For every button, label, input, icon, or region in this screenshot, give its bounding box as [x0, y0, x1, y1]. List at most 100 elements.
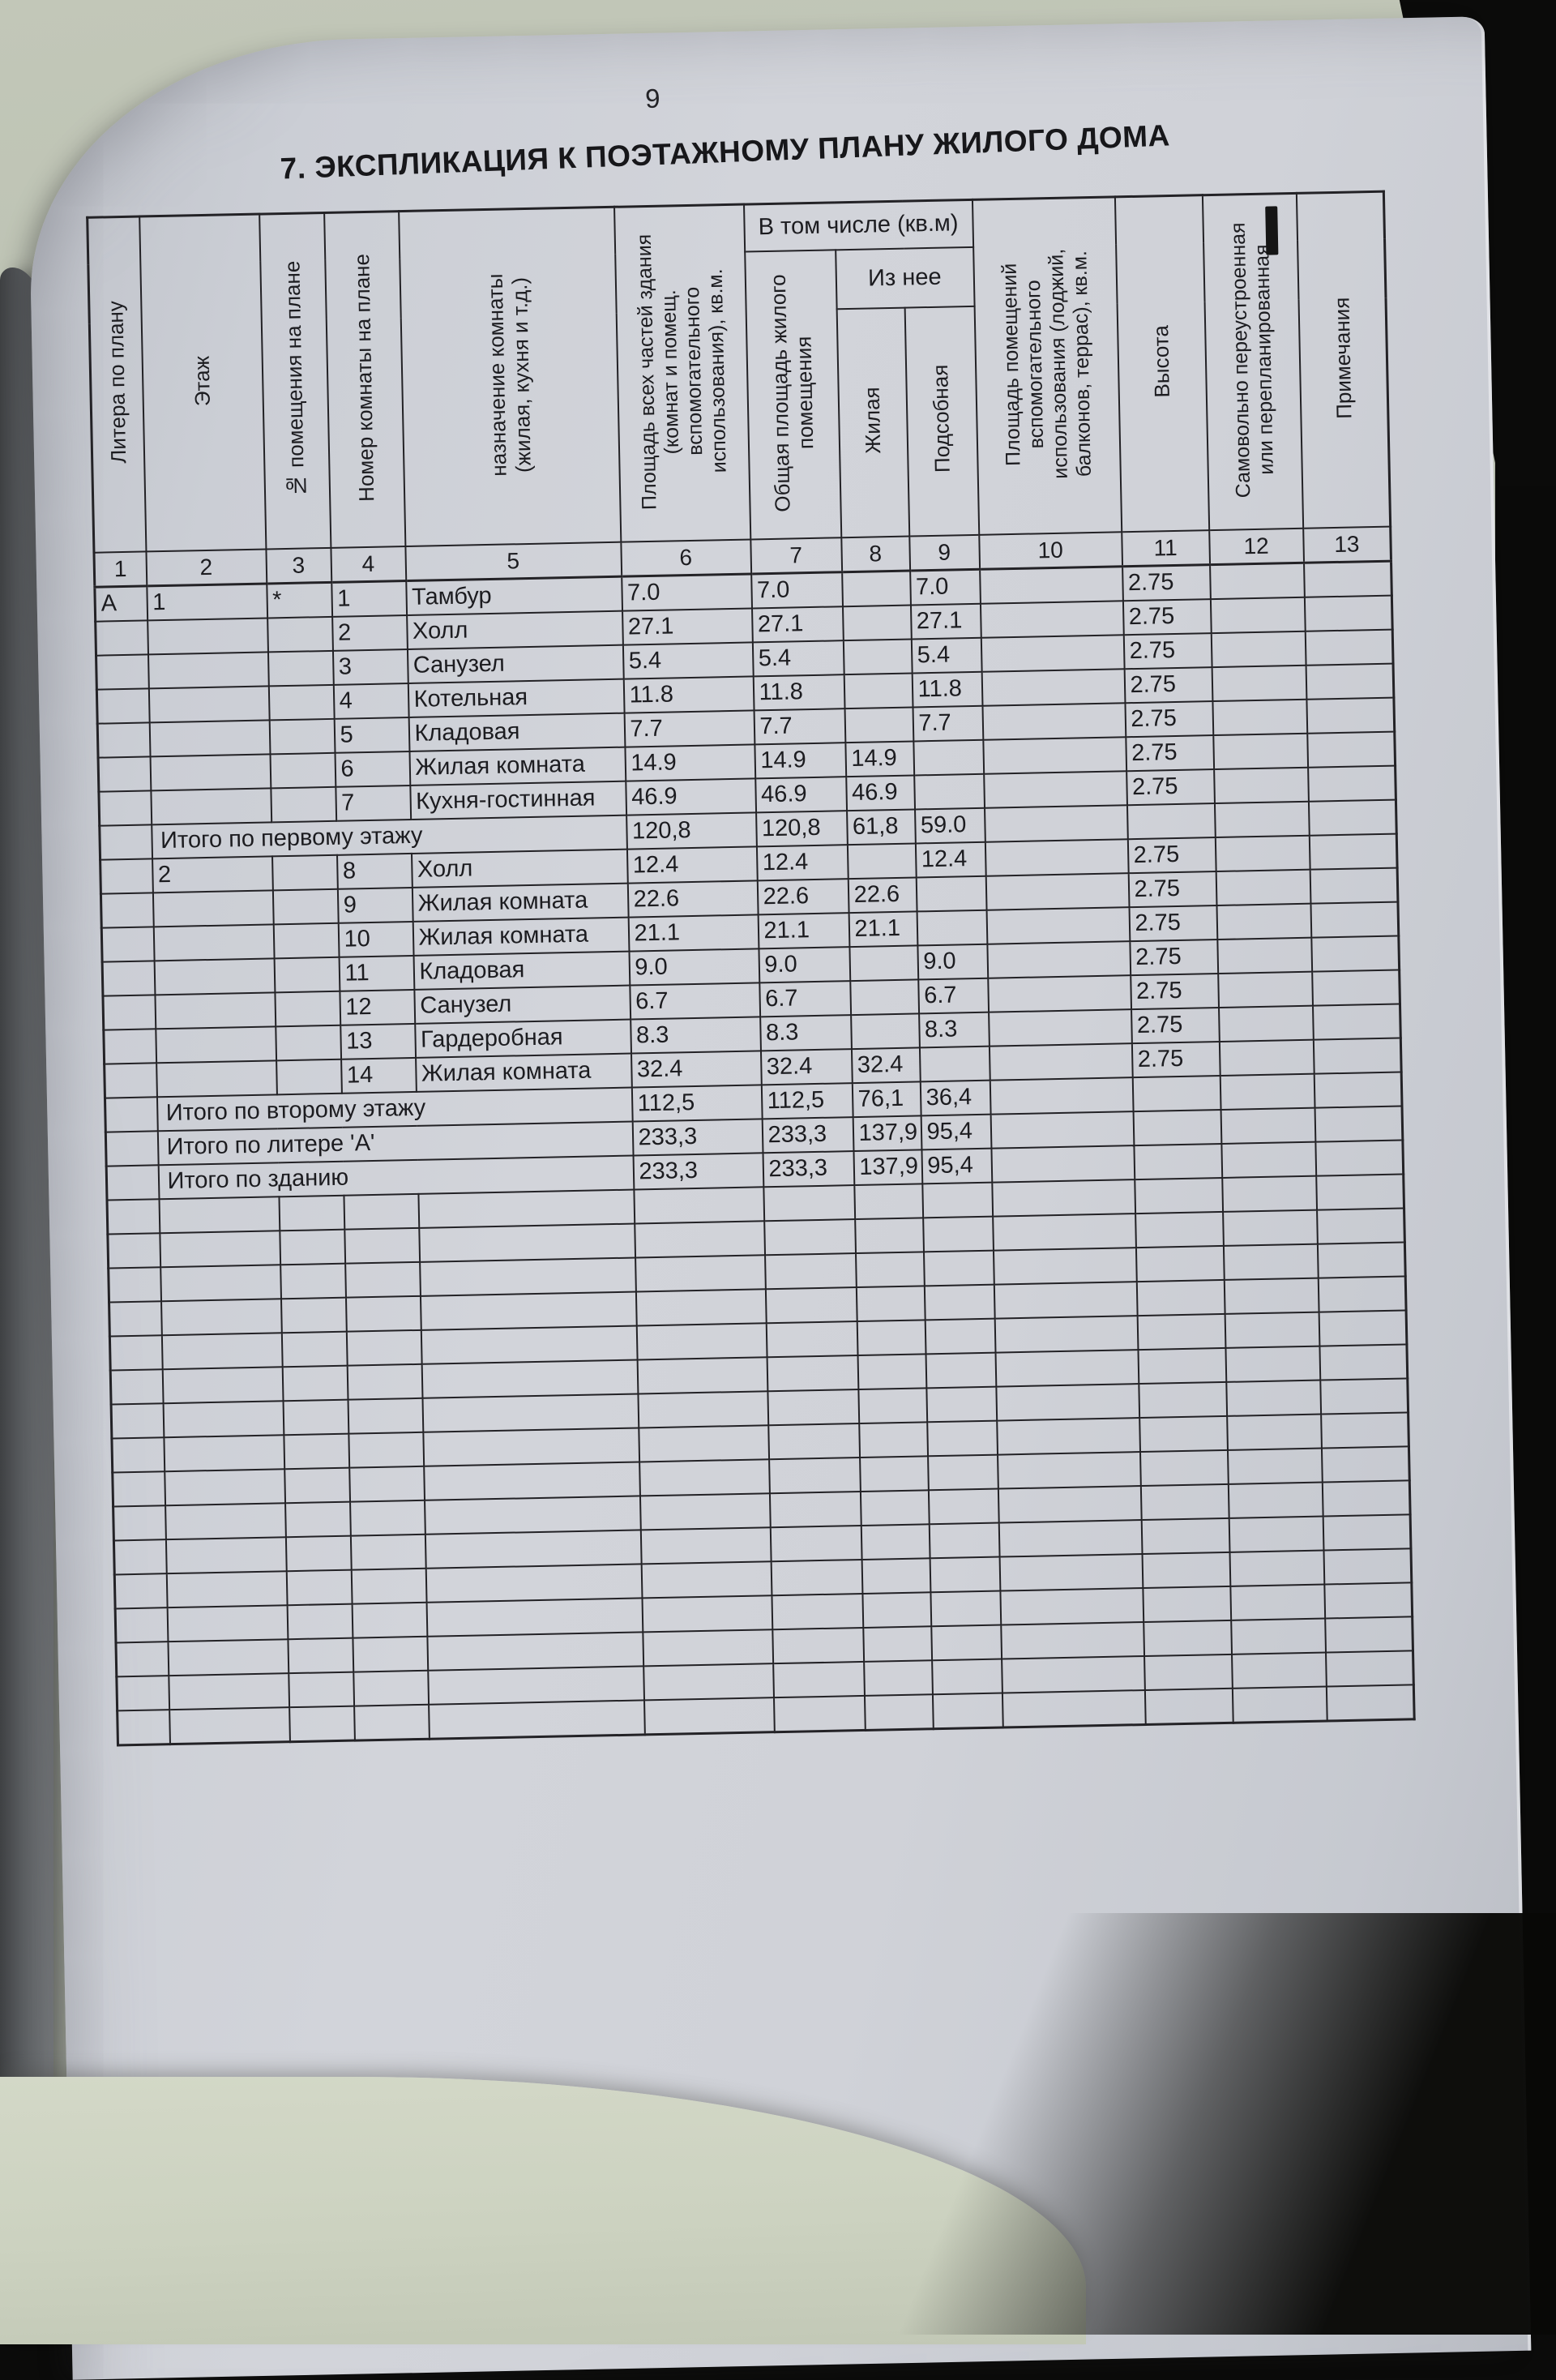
col-num: 12 — [1208, 528, 1304, 565]
cell — [154, 991, 276, 1029]
cell: * — [266, 581, 332, 618]
cell: Кухня-гостинная — [409, 781, 626, 820]
cell: 2.75 — [1127, 837, 1216, 873]
cell — [639, 1458, 770, 1496]
cell — [1209, 562, 1305, 599]
cell: Холл — [411, 849, 628, 888]
cell: 233,3 — [762, 1150, 854, 1187]
cell — [857, 1353, 926, 1389]
col-header-etazh: Этаж — [139, 214, 266, 551]
cell — [160, 1298, 282, 1335]
cell — [1319, 1309, 1407, 1346]
cell — [1316, 1207, 1405, 1244]
cell — [1320, 1411, 1409, 1449]
cell — [929, 1522, 1000, 1558]
cell — [930, 1556, 1000, 1592]
cell — [862, 1625, 932, 1662]
cell — [1314, 1105, 1403, 1142]
cell — [988, 1008, 1132, 1047]
cell — [417, 1189, 635, 1228]
cell — [1228, 1482, 1323, 1518]
cell — [276, 1059, 342, 1094]
cell — [1308, 799, 1397, 836]
cell — [1141, 1517, 1229, 1554]
cell — [1323, 1513, 1411, 1551]
cell — [116, 1675, 169, 1710]
cell: 8.3 — [759, 1014, 852, 1051]
cell: 95,4 — [921, 1114, 991, 1149]
cell: Санузел — [407, 644, 624, 683]
cell — [857, 1387, 927, 1423]
cell — [985, 838, 1129, 876]
cell: 11.8 — [912, 671, 982, 708]
cell: 233,3 — [762, 1116, 853, 1153]
cell — [278, 1195, 344, 1231]
cell — [100, 892, 154, 928]
cell — [107, 1232, 160, 1269]
cell: А — [94, 585, 147, 622]
cell: 1 — [331, 580, 407, 617]
cell: Кладовая — [413, 951, 630, 990]
cell: 1 — [146, 583, 267, 620]
cell — [996, 1417, 1140, 1455]
cell — [864, 1693, 934, 1730]
cell — [269, 718, 335, 754]
cell — [284, 1467, 350, 1503]
cell — [348, 1432, 424, 1468]
cell — [979, 566, 1123, 604]
cell — [1135, 1245, 1225, 1282]
cell — [847, 842, 917, 879]
cell — [1325, 1650, 1414, 1687]
cell — [159, 1230, 280, 1267]
cell — [268, 684, 335, 720]
cell — [269, 752, 336, 788]
cell — [117, 1709, 170, 1745]
cell — [421, 1359, 638, 1398]
cell — [281, 1331, 348, 1367]
cell — [106, 1164, 159, 1201]
page-title: 7. ЭКСПЛИКАЦИЯ К ПОЭТАЖНОМУ ПЛАНУ ЖИЛОГО… — [279, 118, 1171, 186]
cell — [343, 1193, 419, 1230]
cell — [1310, 867, 1398, 904]
cell — [994, 1281, 1138, 1319]
cell: 2.75 — [1122, 564, 1211, 601]
cell: 46.9 — [754, 776, 847, 812]
cell — [419, 1257, 636, 1296]
cell — [274, 991, 340, 1026]
cell — [1230, 1618, 1326, 1654]
cell: 2.75 — [1129, 939, 1218, 975]
col-num: 2 — [145, 548, 267, 586]
cell — [1323, 1582, 1413, 1619]
cell — [921, 1182, 993, 1218]
cell — [109, 1300, 162, 1337]
cell — [160, 1264, 281, 1301]
cell — [1216, 937, 1312, 974]
cell — [841, 570, 911, 606]
col-num: 8 — [840, 536, 910, 572]
cell — [1326, 1684, 1415, 1721]
col-num: 1 — [93, 550, 147, 587]
cell — [425, 1529, 642, 1569]
cell: 6.7 — [917, 978, 989, 1013]
cell — [998, 1485, 1142, 1523]
cell — [1313, 1038, 1402, 1074]
cell — [863, 1659, 933, 1696]
col-num: 10 — [978, 531, 1122, 569]
cell: 2.75 — [1126, 768, 1215, 805]
cell — [270, 786, 336, 822]
cell: Кладовая — [408, 713, 625, 751]
cell — [983, 770, 1127, 808]
col-header-obshchaya-ploshchad: Общая площадь жилого помещения — [744, 249, 841, 539]
cell — [989, 1042, 1133, 1081]
cell — [1224, 1278, 1319, 1314]
cell: 12.4 — [915, 841, 986, 877]
cell — [148, 685, 270, 722]
cell — [1002, 1689, 1146, 1727]
cell — [993, 1247, 1137, 1285]
cell — [1321, 1445, 1410, 1483]
cell — [919, 1046, 990, 1081]
col-header-vysota: Высота — [1114, 195, 1209, 532]
cell — [102, 960, 155, 996]
cell — [1136, 1279, 1225, 1316]
cell: 2.75 — [1125, 734, 1214, 771]
